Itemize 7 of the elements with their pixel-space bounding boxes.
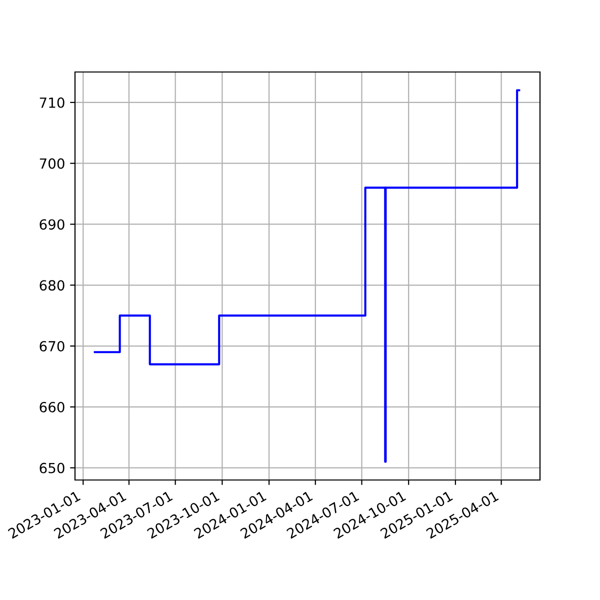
y-tick-label: 660 (40, 402, 64, 412)
y-tick-label: 670 (40, 341, 64, 352)
y-tick-label: 700 (40, 158, 64, 169)
y-tick-label: 650 (40, 462, 64, 474)
y-tick-label: 710 (40, 97, 64, 108)
y-tick-label: 690 (40, 219, 64, 230)
y-tick-label: 680 (40, 280, 64, 291)
